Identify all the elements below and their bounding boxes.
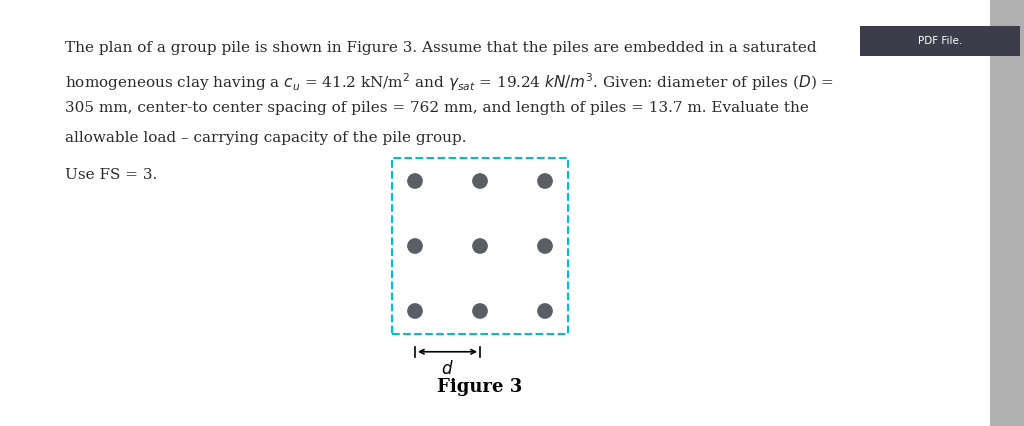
Bar	[860, 26, 1020, 56]
Text: The plan of a group pile is shown in Figure 3. Assume that the piles are embedde: The plan of a group pile is shown in Fig…	[65, 41, 816, 55]
Circle shape	[538, 174, 552, 188]
Text: Figure 3: Figure 3	[437, 378, 522, 396]
Text: homogeneous clay having a $c_u$ = 41.2 kN/m$^2$ and $\gamma_{sat}$ = 19.24 $kN/m: homogeneous clay having a $c_u$ = 41.2 k…	[65, 71, 834, 93]
Circle shape	[473, 304, 487, 318]
Circle shape	[538, 304, 552, 318]
Bar	[990, 0, 1024, 426]
Circle shape	[538, 239, 552, 253]
Text: Use FS = 3.: Use FS = 3.	[65, 168, 158, 182]
Circle shape	[473, 174, 487, 188]
Bar	[392, 158, 567, 334]
Circle shape	[408, 174, 422, 188]
Text: $d$: $d$	[441, 360, 454, 378]
Circle shape	[473, 239, 487, 253]
Circle shape	[408, 239, 422, 253]
Circle shape	[408, 304, 422, 318]
Text: allowable load – carrying capacity of the pile group.: allowable load – carrying capacity of th…	[65, 131, 467, 145]
Text: 305 mm, center-to center spacing of piles = 762 mm, and length of piles = 13.7 m: 305 mm, center-to center spacing of pile…	[65, 101, 809, 115]
Text: PDF File.: PDF File.	[918, 36, 963, 46]
